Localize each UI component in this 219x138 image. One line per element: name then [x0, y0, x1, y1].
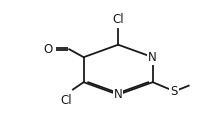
- Text: N: N: [148, 51, 157, 64]
- Text: O: O: [43, 43, 52, 56]
- Text: Cl: Cl: [60, 94, 72, 107]
- Text: S: S: [170, 85, 178, 98]
- Text: Cl: Cl: [112, 13, 124, 26]
- Text: N: N: [114, 88, 123, 101]
